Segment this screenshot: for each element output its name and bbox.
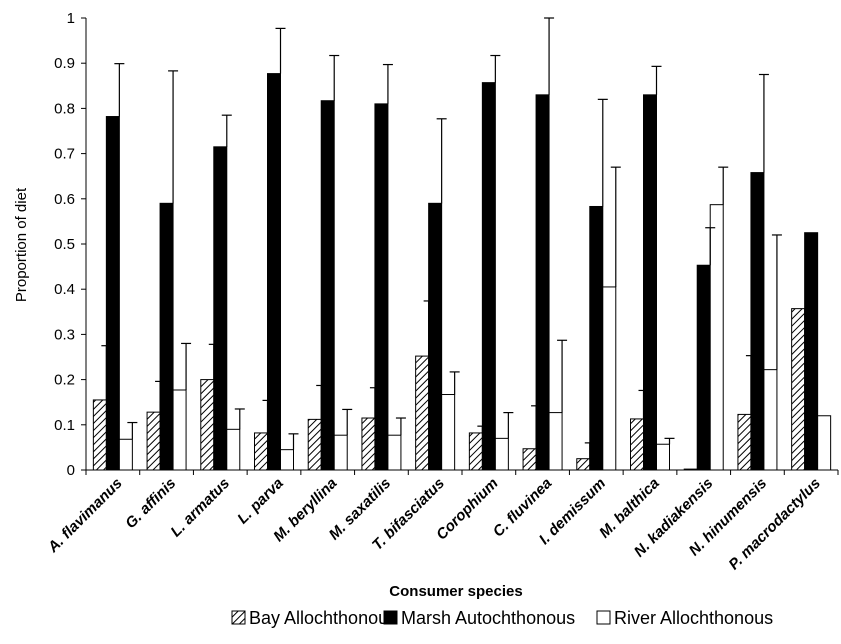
bar-bay-allochthonous <box>200 379 215 471</box>
bar-bay-allochthonous <box>683 468 698 471</box>
y-tick-label: 0.2 <box>54 372 75 389</box>
y-tick-label: 0.8 <box>54 100 75 117</box>
bar-marsh-autochthonous <box>213 146 228 471</box>
y-tick-label: 0.1 <box>54 417 75 434</box>
legend-label-bay-allochthonous: Bay Allochthonous <box>249 608 397 628</box>
bar-marsh-autochthonous <box>696 264 711 471</box>
y-axis-title: Proportion of diet <box>13 187 30 302</box>
bar-river-allochthonous <box>709 204 724 471</box>
bar-river-allochthonous <box>280 449 294 471</box>
bar-river-allochthonous <box>387 434 402 471</box>
legend-label-marsh-autochthonous: Marsh Autochthonous <box>401 608 575 628</box>
bar-river-allochthonous <box>172 389 187 471</box>
bar-marsh-autochthonous <box>374 103 389 471</box>
bar-marsh-autochthonous <box>643 94 657 471</box>
category-label: L. parva <box>234 475 287 528</box>
bar-bay-allochthonous <box>522 448 537 471</box>
y-tick-label: 0.6 <box>54 191 75 208</box>
y-tick-label: 0.9 <box>54 55 75 72</box>
y-tick-label: 0.3 <box>54 326 75 343</box>
bar-river-allochthonous <box>763 369 778 471</box>
bar-bay-allochthonous <box>146 411 161 471</box>
bar-bay-allochthonous <box>415 355 430 471</box>
bar-river-allochthonous <box>226 428 241 471</box>
bar-marsh-autochthonous <box>267 73 281 471</box>
y-axis: 0 0.1 0.2 0.3 0.4 0.5 0.6 0.7 0.8 0.9 1 <box>54 10 87 479</box>
x-axis <box>85 469 839 475</box>
bar-marsh-autochthonous <box>750 172 765 471</box>
legend: Bay Allochthonous Marsh Autochthonous Rive… <box>231 608 773 628</box>
bar-river-allochthonous <box>656 443 670 471</box>
y-tick-label: 1 <box>67 10 75 27</box>
bar-marsh-autochthonous <box>804 232 819 471</box>
category-label: P. macrodactylus <box>725 475 823 573</box>
category-label: A. flavimanus <box>44 475 126 557</box>
bar-marsh-autochthonous <box>589 205 604 471</box>
bar-river-allochthonous <box>548 412 563 471</box>
bar-bay-allochthonous <box>361 417 376 471</box>
bar-river-allochthonous <box>441 394 456 471</box>
legend-swatch-river-allochthonous <box>596 610 611 625</box>
y-tick-label: 0.7 <box>54 146 75 163</box>
bar-bay-allochthonous <box>92 399 107 471</box>
bar-river-allochthonous <box>817 415 832 471</box>
legend-swatch-bay-allochthonous <box>231 610 246 625</box>
bars <box>92 73 832 471</box>
y-tick-label: 0 <box>67 462 75 479</box>
bar-river-allochthonous <box>494 437 509 471</box>
bar-river-allochthonous <box>333 434 348 471</box>
bar-bay-allochthonous <box>791 308 806 471</box>
y-tick-label: 0.4 <box>54 281 75 298</box>
x-axis-title: Consumer species <box>389 583 522 600</box>
bar-marsh-autochthonous <box>320 100 335 471</box>
bar-marsh-autochthonous <box>105 116 120 471</box>
bar-river-allochthonous <box>602 286 617 471</box>
error-bars <box>101 17 782 459</box>
bar-bay-allochthonous <box>468 432 483 471</box>
bar-marsh-autochthonous <box>481 82 496 471</box>
bar-bay-allochthonous <box>307 418 322 471</box>
bar-marsh-autochthonous <box>428 202 443 471</box>
bar-bay-allochthonous <box>630 418 644 471</box>
legend-swatch-marsh-autochthonous <box>383 610 398 625</box>
bar-river-allochthonous <box>118 438 133 471</box>
legend-label-river-allochthonous: River Allochthonous <box>614 608 773 628</box>
category-label: L. armatus <box>167 475 233 541</box>
y-tick-label: 0.5 <box>54 236 75 253</box>
bar-marsh-autochthonous <box>535 94 550 471</box>
bar-bay-allochthonous <box>737 413 752 471</box>
bar-marsh-autochthonous <box>159 202 174 471</box>
category-label: G. affinis <box>122 475 179 532</box>
bar-bay-allochthonous <box>576 458 591 471</box>
bar-bay-allochthonous <box>254 432 268 471</box>
